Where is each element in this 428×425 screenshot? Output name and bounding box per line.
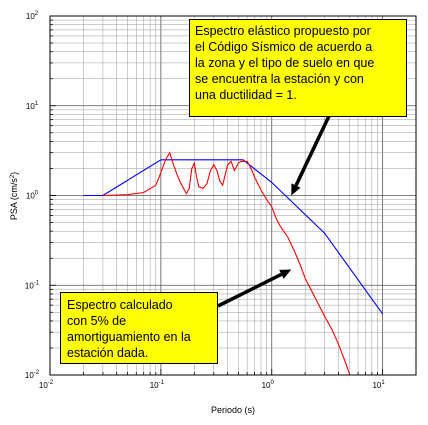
annotation-line: se encuentra la estación y con xyxy=(195,72,364,86)
x-axis-label: Periodo (s) xyxy=(211,405,255,415)
y-axis-label: PSA (cm/s2) xyxy=(9,172,19,220)
design-spectrum-line xyxy=(83,159,384,315)
series-layer xyxy=(83,151,384,374)
annotation-line: estación dada. xyxy=(67,346,149,360)
calculated-spectrum-line xyxy=(102,151,350,374)
annotation-line: una ductilidad = 1. xyxy=(195,88,297,102)
annotation-arrow-head xyxy=(291,183,301,196)
y-tick-label: 101 xyxy=(26,101,39,111)
plot-frame xyxy=(49,15,417,376)
annotation-arrow-head xyxy=(279,269,292,279)
x-tick-label: 10-2 xyxy=(39,380,54,390)
design-spectrum-annotation: Espectro elástico propuesto por el Código… xyxy=(189,19,407,117)
tick-labels: 10-2 10-1 100 101 10-2 10-1 100 101 102 xyxy=(25,11,386,390)
y-tick-label: 10-1 xyxy=(25,280,40,290)
x-tick-label: 10-1 xyxy=(150,380,165,390)
y-tick-label: 100 xyxy=(26,191,39,201)
y-tick-label: 102 xyxy=(26,11,39,21)
annotation-line: la zona y el tipo de suelo en que xyxy=(195,56,375,70)
annotation-arrows xyxy=(217,115,331,308)
annotation-line: con 5% de xyxy=(67,314,127,328)
calculated-spectrum-annotation: Espectro calculado con 5% de amortiguamien… xyxy=(60,292,218,364)
annotation-line: amortiguamiento en la xyxy=(67,330,191,344)
y-axis-label-sup: 2 xyxy=(10,174,16,178)
annotation-line: Espectro calculado xyxy=(67,298,173,312)
annotation-line: el Código Sísmico de acuerdo a xyxy=(195,40,373,54)
annotation-arrow-shaft xyxy=(217,272,283,308)
x-tick-label: 100 xyxy=(262,380,275,390)
y-tick-label: 10-2 xyxy=(25,370,40,380)
annotation-line: Espectro elástico propuesto por xyxy=(195,24,371,38)
y-axis-label-main: PSA (cm/s xyxy=(9,178,19,221)
y-axis-label-end: ) xyxy=(9,172,19,175)
annotation-arrow-shaft xyxy=(294,115,331,187)
x-tick-label: 101 xyxy=(372,380,385,390)
